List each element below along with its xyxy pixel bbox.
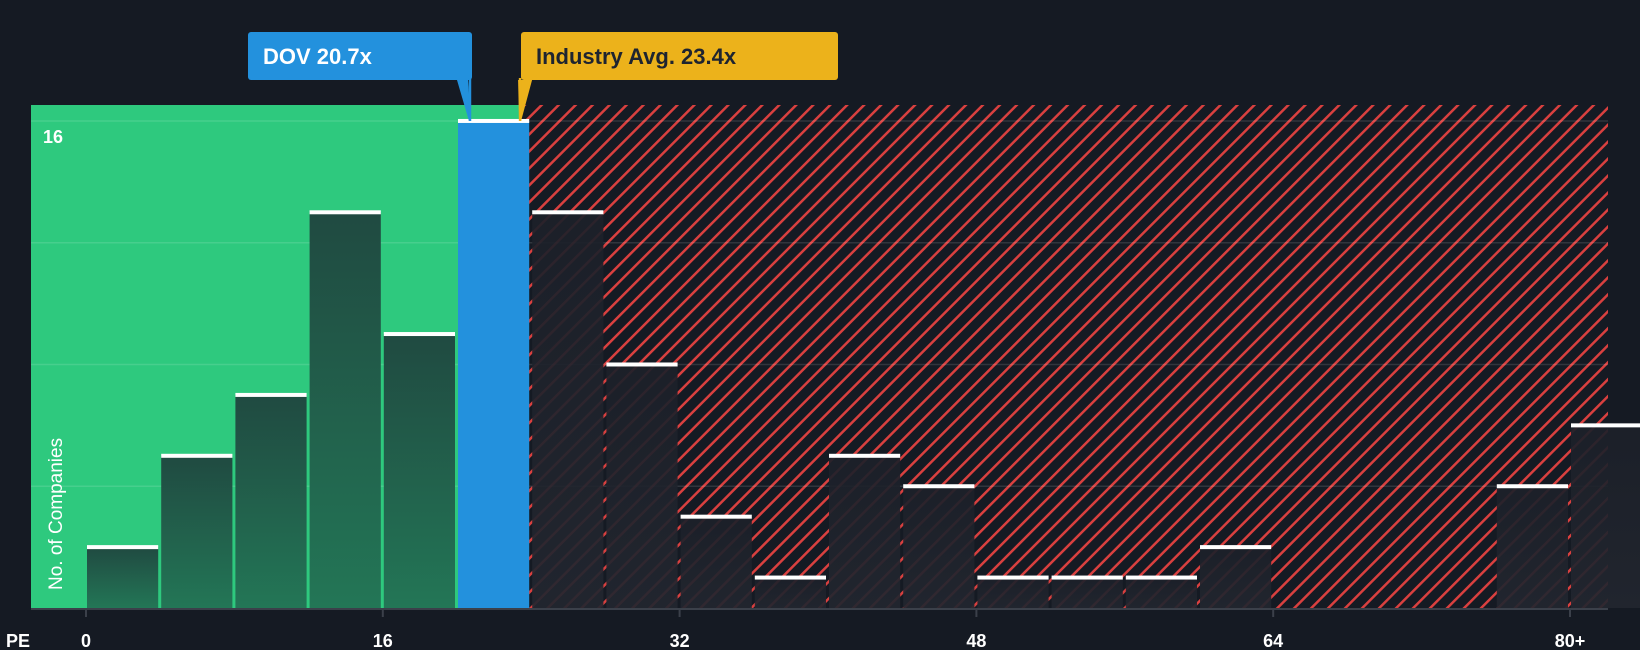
bar-top-marker	[309, 210, 381, 215]
bar-top-marker	[1051, 575, 1123, 580]
histogram-bar	[903, 486, 975, 608]
industry-pointer	[518, 80, 533, 121]
company-box	[248, 32, 472, 80]
x-tick-label: 80+	[1555, 631, 1586, 650]
bar-top-marker	[829, 453, 901, 458]
y-tick-label-16: 16	[43, 127, 63, 147]
histogram-bar	[606, 364, 678, 608]
bar-top-marker	[1571, 423, 1640, 428]
company-pointer	[456, 80, 471, 121]
histogram-bar	[977, 577, 1049, 608]
x-tick-label: 0	[81, 631, 91, 650]
bar-top-marker	[532, 210, 604, 215]
bar-top-marker	[754, 575, 826, 580]
histogram-bar	[87, 547, 159, 608]
histogram-bar	[1496, 486, 1568, 608]
bar-top-marker	[1496, 484, 1568, 489]
bar-top-marker	[977, 575, 1049, 580]
x-tick-label: 48	[966, 631, 986, 650]
histogram-bar	[1125, 577, 1197, 608]
bar-top-marker	[606, 362, 678, 367]
x-axis-label: PE	[6, 631, 30, 650]
y-axis-label: No. of Companies	[46, 438, 67, 590]
industry-label: Industry Avg. 23.4x	[536, 44, 737, 69]
histogram-bar	[532, 212, 604, 608]
bar-top-marker	[458, 118, 530, 123]
histogram-bar	[829, 455, 901, 608]
bar-top-marker	[235, 392, 307, 397]
histogram-bar	[1200, 547, 1272, 608]
histogram-bar	[1571, 425, 1640, 608]
x-tick-label: 32	[670, 631, 690, 650]
histogram-bar	[383, 334, 455, 608]
x-tick-label: 64	[1263, 631, 1283, 650]
bar-top-marker	[903, 484, 975, 489]
histogram-bar	[754, 577, 826, 608]
bar-top-marker	[87, 545, 159, 550]
bar-top-marker	[383, 332, 455, 337]
histogram-bar	[161, 455, 233, 608]
histogram-bar	[458, 120, 530, 609]
histogram-bar	[309, 212, 381, 608]
x-tick-label: 16	[373, 631, 393, 650]
company-label: DOV 20.7x	[263, 44, 373, 69]
bar-top-marker	[161, 453, 233, 458]
histogram-bar	[1051, 577, 1123, 608]
histogram-bar	[680, 516, 752, 608]
histogram-bar	[235, 394, 307, 608]
bar-top-marker	[1125, 575, 1197, 580]
bar-top-marker	[1200, 545, 1272, 550]
industry-box	[521, 32, 838, 80]
bar-top-marker	[680, 514, 752, 519]
